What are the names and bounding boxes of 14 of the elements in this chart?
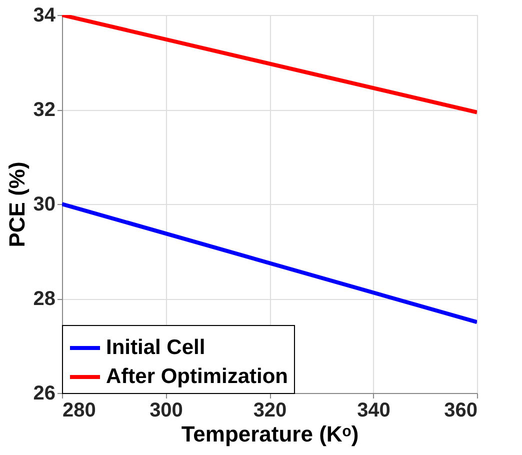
y-tick-label: 28 (33, 288, 56, 310)
x-tick-label: 360 (444, 400, 478, 422)
y-axis-title: PCE (%) (4, 162, 30, 248)
legend-label: After Optimization (106, 365, 288, 388)
y-tick-label: 32 (33, 99, 56, 121)
legend-label: Initial Cell (106, 336, 206, 359)
x-tick-label: 340 (357, 400, 390, 422)
y-tick-label: 34 (33, 4, 56, 26)
x-tick-label: 280 (62, 400, 96, 422)
x-tick-label: 300 (150, 400, 183, 422)
x-tick-label: 320 (253, 400, 287, 422)
y-tick-label: 26 (33, 382, 56, 404)
x-axis-title: Temperature (Kᵒ) (181, 422, 359, 446)
y-tick-label: 30 (33, 194, 56, 216)
